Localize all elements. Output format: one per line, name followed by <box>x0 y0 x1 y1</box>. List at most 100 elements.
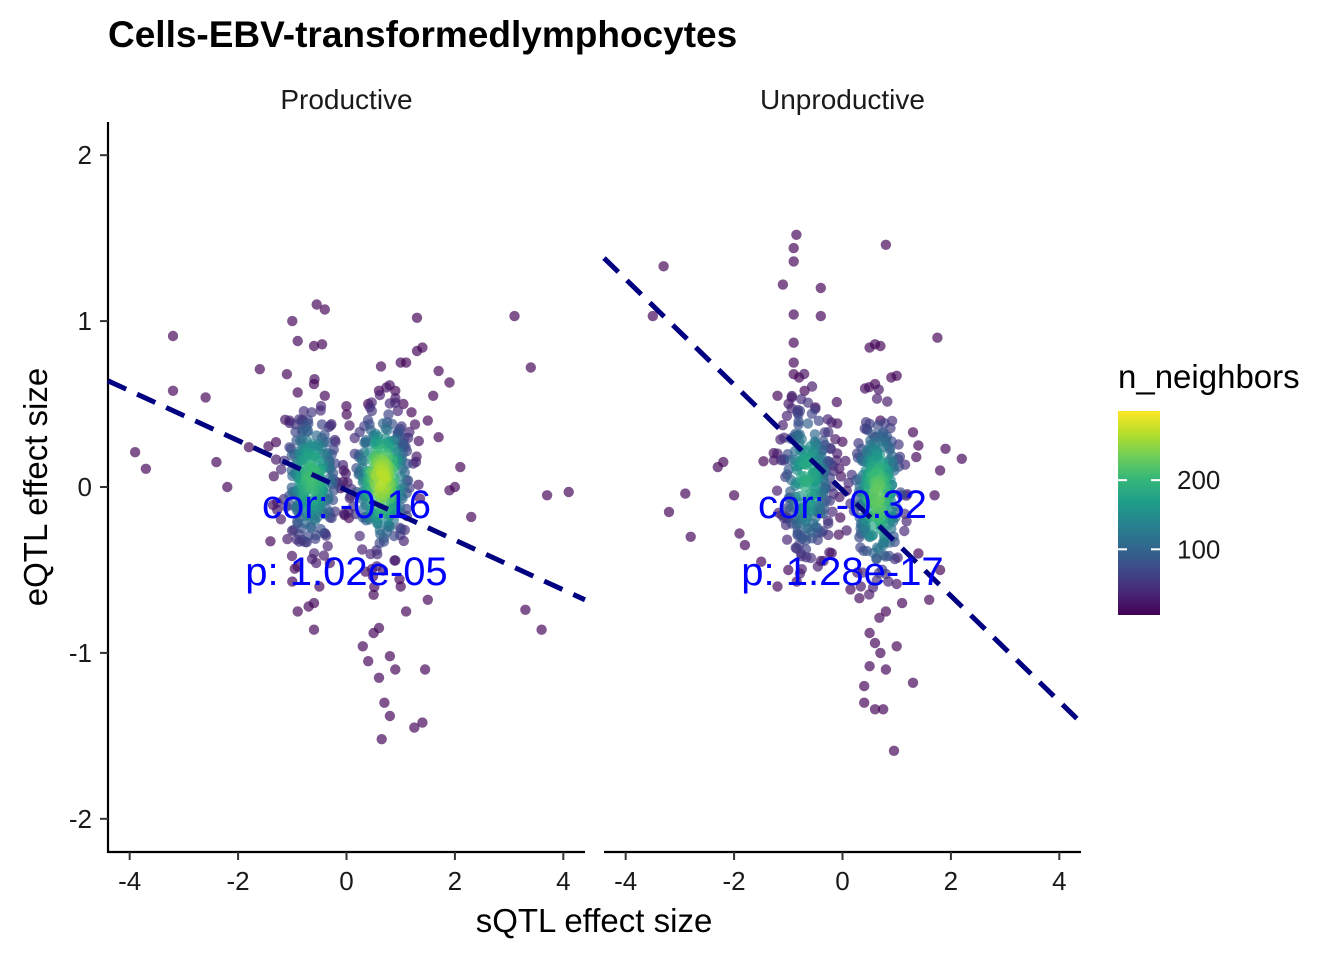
correlation-label: cor: -0.32 <box>758 483 927 527</box>
data-point <box>354 530 365 542</box>
data-point <box>824 547 835 558</box>
data-point <box>802 418 814 429</box>
data-point <box>298 406 309 417</box>
data-point <box>222 481 233 493</box>
data-point <box>270 454 282 465</box>
data-point <box>200 392 211 403</box>
data-point <box>867 529 878 541</box>
fit-line <box>602 256 1083 725</box>
data-point <box>413 435 424 447</box>
data-point <box>254 364 265 375</box>
data-point <box>281 369 293 380</box>
data-point <box>417 342 428 353</box>
data-point <box>863 382 875 393</box>
data-point <box>857 567 868 578</box>
x-tick-label: 4 <box>556 866 570 896</box>
data-point <box>891 578 902 590</box>
data-point <box>324 557 335 569</box>
data-point <box>896 597 908 609</box>
data-point <box>794 490 806 502</box>
data-point <box>758 456 769 467</box>
data-point <box>815 555 826 567</box>
data-point <box>308 340 320 352</box>
data-point <box>275 514 287 525</box>
data-point <box>286 550 298 562</box>
data-point <box>658 261 669 272</box>
data-point <box>311 430 322 441</box>
data-point <box>788 357 799 368</box>
data-point <box>830 434 841 445</box>
data-point <box>873 496 884 508</box>
data-point <box>373 672 385 683</box>
data-point <box>859 697 870 708</box>
data-point <box>777 279 789 290</box>
data-point <box>398 398 409 410</box>
data-point <box>311 299 322 310</box>
p-value-label: p: 1.28e-17 <box>741 550 943 594</box>
data-point <box>392 405 403 417</box>
data-point <box>815 310 826 322</box>
data-point <box>875 647 886 659</box>
data-point <box>292 335 303 347</box>
facet-strip-label: Productive <box>280 84 412 115</box>
data-point <box>801 459 812 471</box>
data-point <box>822 414 833 425</box>
data-point <box>292 387 303 398</box>
data-point <box>869 637 881 649</box>
data-point <box>358 455 369 467</box>
data-point <box>211 456 222 468</box>
data-point <box>734 528 745 539</box>
data-point <box>322 541 333 552</box>
data-point <box>802 397 814 408</box>
data-point <box>272 504 283 516</box>
data-point <box>428 390 439 401</box>
data-point <box>466 511 477 523</box>
data-point <box>357 641 368 652</box>
data-point <box>318 550 330 561</box>
data-point <box>813 415 824 426</box>
data-point <box>455 461 466 473</box>
data-point <box>822 515 834 526</box>
data-point <box>871 393 883 404</box>
x-tick-label: 2 <box>944 866 958 896</box>
data-point <box>341 409 352 420</box>
legend-title: n_neighbors <box>1118 358 1300 395</box>
points <box>129 299 574 745</box>
data-point <box>411 312 423 323</box>
data-point <box>891 641 902 652</box>
data-point <box>301 426 313 437</box>
data-point <box>400 606 412 617</box>
data-point <box>647 310 658 322</box>
data-point <box>316 419 328 430</box>
data-point <box>309 374 320 385</box>
data-point <box>275 464 287 475</box>
data-point <box>777 420 788 431</box>
facet-productive: Productive -4 -2 0 2 4 -2 -1 0 1 2 cor: -0.16 p: 1.0… <box>69 84 587 896</box>
data-point <box>880 239 892 250</box>
data-point <box>899 508 910 519</box>
data-point <box>929 490 940 501</box>
data-point <box>371 561 382 572</box>
data-point <box>878 704 889 715</box>
points <box>647 229 967 756</box>
data-point <box>840 455 851 467</box>
data-point <box>913 548 924 559</box>
data-point <box>875 340 886 352</box>
data-point <box>379 697 390 708</box>
p-value-label: p: 1.02e-05 <box>245 550 447 594</box>
data-point <box>433 365 444 377</box>
data-point <box>835 512 846 523</box>
data-point <box>788 369 799 380</box>
data-point <box>384 398 395 409</box>
data-point <box>375 361 387 372</box>
data-point <box>806 408 818 419</box>
data-point <box>882 396 893 407</box>
facet-unproductive: Unproductive -4 -2 0 2 4 cor: -0.32 p: 1.28e-17 <box>602 84 1083 896</box>
data-point <box>289 563 300 574</box>
data-point <box>756 556 767 567</box>
data-point <box>827 506 838 517</box>
data-point <box>409 722 420 733</box>
data-point <box>315 405 326 416</box>
facet-strip-label: Unproductive <box>760 84 925 115</box>
